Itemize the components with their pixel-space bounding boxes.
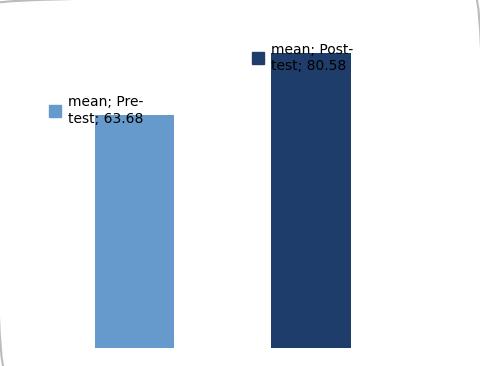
Bar [95,115,174,348]
Text: mean; Post-
test; 80.58: mean; Post- test; 80.58 [271,43,354,73]
Bar [271,53,351,348]
Text: mean; Pre-
test; 63.68: mean; Pre- test; 63.68 [68,96,144,126]
